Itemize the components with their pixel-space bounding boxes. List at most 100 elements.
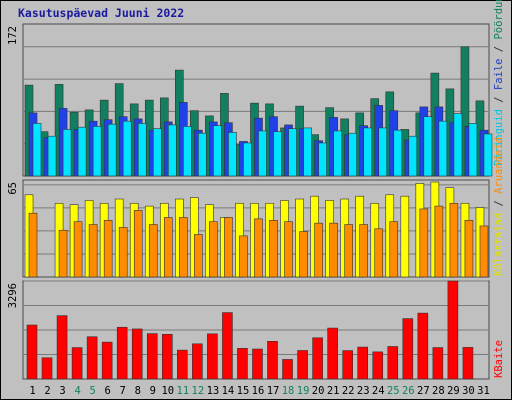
x-tick-label: 22 (342, 385, 355, 397)
bar-traffic-3-day-23 (363, 127, 373, 177)
bar-visitors-2-day-11 (179, 217, 188, 278)
bar-traffic-3-day-5 (92, 126, 102, 177)
bar-visitors-2-day-17 (269, 219, 278, 278)
bar-traffic-3-day-26 (408, 135, 418, 177)
bar-traffic-3-day-8 (137, 123, 147, 177)
x-tick-label: 11 (177, 385, 190, 397)
bar-kbytes-1-day-16 (252, 348, 263, 380)
bar-traffic-3-day-19 (303, 127, 312, 177)
bar-visitors-2-day-24 (374, 228, 384, 278)
bar-traffic-3-day-10 (167, 124, 177, 177)
x-tick-label: 21 (327, 385, 340, 397)
bar-visitors-2-day-20 (314, 222, 323, 278)
bar-visitors-2-day-13 (209, 221, 218, 278)
bar-visitors-2-day-9 (148, 224, 158, 278)
bar-kbytes-1-day-27 (417, 312, 429, 380)
bar-traffic-3-day-11 (183, 126, 192, 177)
bar-visitors-2-day-23 (359, 224, 369, 278)
bar-traffic-3-day-31 (483, 133, 493, 177)
bar-kbytes-1-day-13 (207, 333, 218, 380)
bar-traffic-3-day-17 (273, 131, 282, 177)
bar-visitors-2-day-22 (344, 224, 353, 278)
bar-visitors-2-day-15 (239, 235, 248, 278)
bar-kbytes-1-day-17 (267, 340, 278, 380)
bar-traffic-3-day-4 (77, 126, 87, 177)
bar-traffic-3-day-6 (107, 123, 117, 177)
bar-visitors-2-day-25 (389, 221, 399, 278)
bar-traffic-3-day-21 (333, 130, 342, 177)
x-tick-label: 16 (252, 385, 265, 397)
x-tick-label: 7 (120, 385, 126, 397)
x-tick-label: 30 (462, 385, 475, 397)
x-tick-label: 4 (74, 385, 80, 397)
bar-traffic-3-day-9 (152, 128, 162, 177)
panel-visitors: 65 (7, 179, 490, 278)
bar-visitors-2-day-27 (419, 208, 429, 278)
x-tick-label: 18 (282, 385, 295, 397)
x-tick-label: 15 (237, 385, 250, 397)
bar-kbytes-1-day-11 (177, 349, 188, 380)
x-tick-label: 5 (89, 385, 95, 397)
x-tick-label: 27 (417, 385, 430, 397)
x-tick-label: 19 (297, 385, 310, 397)
bar-visitors-2-day-19 (299, 231, 308, 278)
bar-kbytes-1-day-6 (101, 341, 113, 380)
bar-kbytes-1-day-20 (312, 337, 323, 380)
bar-visitors-2-day-5 (88, 224, 98, 278)
bar-kbytes-1-day-14 (222, 312, 233, 380)
bar-traffic-3-day-27 (423, 116, 433, 177)
x-tick-label: 1 (29, 385, 35, 397)
bar-kbytes-1-day-15 (237, 348, 248, 380)
bar-traffic-3-day-20 (318, 142, 327, 177)
bar-traffic-3-day-1 (32, 123, 42, 177)
svg-text:Päringuid / Faile / Pöördumisi: Päringuid / Faile / Pöördumisi (493, 0, 505, 166)
y-label-part-kulastajad: Külastajad (493, 213, 505, 276)
bar-visitors-1-day-26 (400, 195, 410, 278)
x-tick-label: 12 (192, 385, 205, 397)
bar-traffic-3-day-25 (393, 129, 403, 177)
bar-kbytes-1-day-18 (282, 359, 293, 380)
bar-kbytes-1-day-2 (41, 357, 53, 380)
bar-kbytes-1-day-25 (387, 346, 399, 380)
bar-visitors-2-day-16 (254, 218, 263, 278)
bar-traffic-3-day-3 (62, 129, 72, 177)
bar-kbytes-1-day-30 (462, 347, 474, 380)
bar-visitors-2-day-8 (133, 210, 143, 278)
x-tick-label: 31 (477, 385, 490, 397)
bar-visitors-2-day-10 (163, 217, 173, 278)
bar-kbytes-1-day-5 (86, 336, 98, 380)
x-tick-label: 6 (105, 385, 111, 397)
bar-traffic-3-day-7 (122, 120, 132, 177)
x-tick-label: 28 (432, 385, 445, 397)
panel-kbytes: 3296 (7, 280, 490, 380)
bar-visitors-2-day-29 (449, 202, 459, 278)
bar-kbytes-1-day-3 (56, 315, 68, 380)
bar-visitors-2-day-12 (194, 234, 203, 278)
y-label-part-paringuid: Päringuid (493, 109, 505, 166)
bar-traffic-3-day-13 (213, 125, 222, 177)
bar-kbytes-1-day-22 (342, 350, 353, 380)
y-label-part-faile: Faile (493, 59, 505, 91)
bar-visitors-2-day-30 (464, 219, 474, 278)
bar-traffic-3-day-15 (243, 142, 252, 177)
bar-kbytes-1-day-29 (447, 280, 459, 380)
bar-traffic-3-day-24 (378, 127, 388, 177)
x-tick-label: 26 (402, 385, 415, 397)
bar-kbytes-1-day-4 (71, 347, 83, 380)
bar-kbytes-1-day-8 (131, 328, 143, 380)
bar-kbytes-1-day-26 (402, 318, 414, 380)
bar-visitors-2-day-4 (73, 221, 83, 278)
x-tick-label: 8 (135, 385, 141, 397)
y-label-part-kbaite: KBaite (493, 340, 505, 378)
bar-traffic-3-day-14 (228, 132, 237, 177)
bar-visitors-2-day-3 (58, 229, 68, 278)
bar-visitors-2-day-1 (28, 212, 38, 278)
y-max-label: 65 (7, 182, 19, 195)
x-tick-label: 10 (161, 385, 174, 397)
bar-traffic-3-day-28 (438, 120, 448, 177)
y-label-bottom: KBaite (493, 340, 505, 378)
bar-kbytes-1-day-12 (192, 343, 203, 380)
y-label-top: Päringuid / Faile / Pöördumisi (493, 0, 505, 166)
bar-kbytes-1-day-24 (372, 351, 384, 380)
